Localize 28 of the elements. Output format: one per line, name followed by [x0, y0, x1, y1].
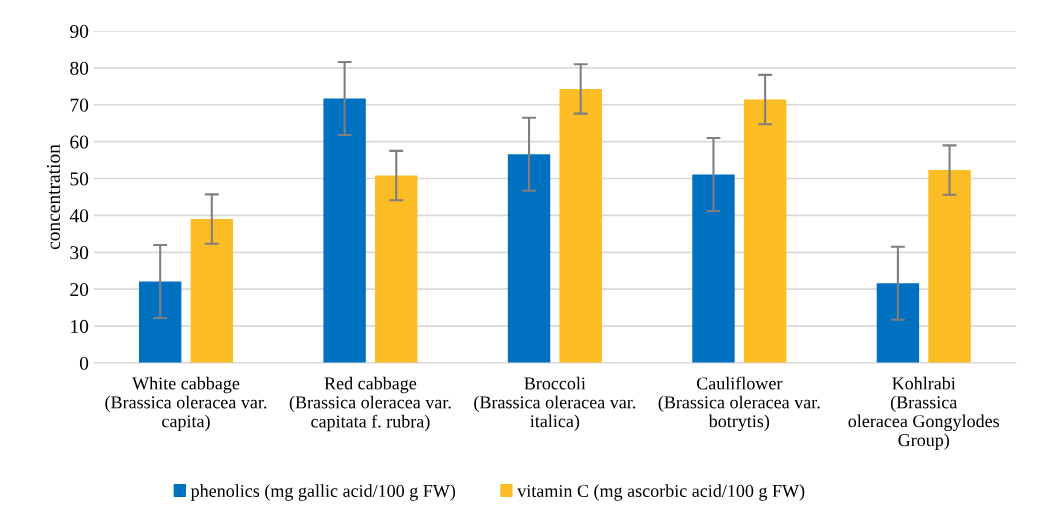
y-tick-label: 50 — [70, 172, 89, 186]
y-tick-label: 60 — [70, 135, 89, 149]
y-tick-label: 70 — [70, 98, 89, 112]
bar — [375, 175, 418, 363]
y-tick-label: 40 — [69, 209, 89, 223]
x-tick-label: Kohlrabi (Brassica oleracea Gongylodes Group) — [848, 376, 1000, 450]
y-tick-label: 20 — [70, 282, 89, 297]
y-tick-label: 90 — [70, 24, 89, 38]
bar — [190, 219, 234, 363]
x-tick-label: Broccoli (Brassica oleracea var. italica) — [474, 376, 636, 431]
legend-label: phenolics (mg gallic acid/100 g FW) — [190, 484, 456, 501]
bar — [743, 99, 787, 363]
x-tick-label: White cabbage (Brassica oleracea var. capita) — [105, 376, 267, 432]
bar — [323, 98, 366, 363]
y-tick-label: 10 — [71, 319, 89, 333]
bar — [876, 283, 920, 363]
y-axis-title: concentration — [46, 144, 60, 250]
bar — [692, 174, 735, 363]
bar — [928, 170, 971, 363]
y-tick-label: 30 — [70, 246, 89, 260]
y-tick-label: 80 — [70, 61, 89, 75]
legend-label: vitamin C (mg ascorbic acid/100 g FW) — [517, 484, 805, 501]
bar — [507, 154, 551, 363]
x-tick-label: Red cabbage (Brassica oleracea var. capitata f. rubra) — [289, 376, 451, 432]
bar — [559, 88, 602, 363]
bar — [138, 281, 182, 363]
y-tick-label: 0 — [79, 356, 89, 370]
x-tick-label: Cauliflower (Brassica oleracea var. botrytis) — [658, 376, 820, 432]
